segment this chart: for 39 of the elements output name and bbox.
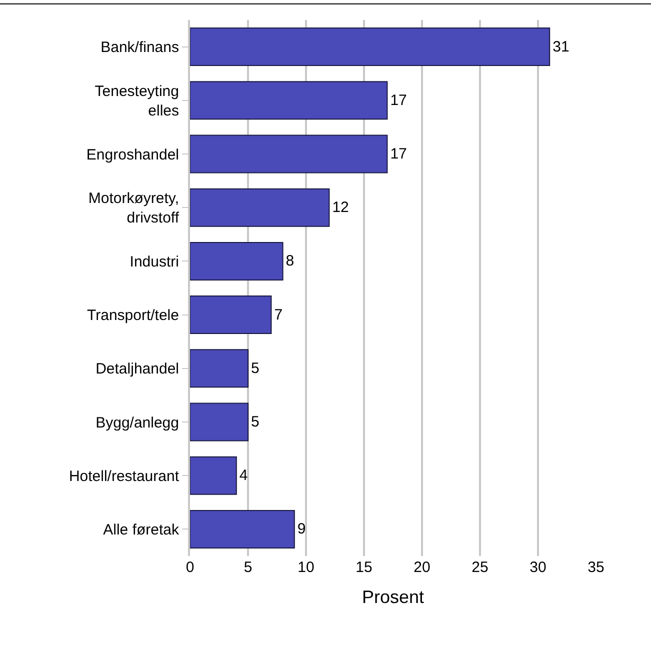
data-label: 17 bbox=[390, 92, 407, 109]
data-label: 31 bbox=[552, 38, 570, 56]
x-tick-label: 10 bbox=[298, 559, 314, 576]
data-label: 7 bbox=[274, 306, 283, 324]
data-label: 5 bbox=[251, 414, 260, 430]
data-label: 4 bbox=[239, 467, 248, 484]
x-axis-title: Prosent bbox=[362, 587, 424, 608]
data-label: 12 bbox=[332, 199, 349, 216]
bar bbox=[190, 349, 248, 388]
bar bbox=[190, 28, 550, 66]
y-tick-label: Bygg/anlegg bbox=[96, 414, 179, 432]
bar bbox=[190, 242, 284, 280]
y-tick-label: Hotell/restaurant bbox=[68, 468, 180, 485]
bar bbox=[190, 402, 248, 442]
y-tick-label: Detaljhandel bbox=[96, 360, 179, 378]
data-label: 17 bbox=[390, 146, 407, 162]
x-tick-label: 35 bbox=[588, 559, 604, 576]
bar bbox=[190, 81, 388, 120]
bar bbox=[190, 188, 330, 227]
y-tick-label: Bank/finans bbox=[100, 39, 179, 56]
x-tick-label: 15 bbox=[356, 559, 372, 576]
bar bbox=[190, 134, 388, 174]
data-label: 5 bbox=[251, 360, 260, 377]
bar bbox=[190, 510, 295, 548]
x-tick-label: 5 bbox=[244, 559, 252, 576]
y-tick-label: Tenesteyting elles bbox=[94, 82, 179, 120]
x-tick-label: 25 bbox=[472, 559, 488, 576]
y-tick-label: Alle føretak bbox=[103, 521, 180, 538]
data-label: 9 bbox=[297, 520, 306, 538]
x-tick-label: 20 bbox=[414, 559, 430, 576]
y-tick-label: Engroshandel bbox=[86, 146, 179, 164]
y-tick-label: Motorkøyrety, drivstoff bbox=[88, 190, 180, 227]
x-tick-label: 0 bbox=[186, 559, 194, 576]
bar bbox=[190, 296, 272, 334]
y-tick-label: Industri bbox=[130, 253, 179, 270]
bar bbox=[190, 456, 237, 495]
data-label: 8 bbox=[286, 252, 294, 270]
x-tick-label: 30 bbox=[530, 559, 546, 576]
y-tick-label: Transport/tele bbox=[87, 307, 179, 324]
